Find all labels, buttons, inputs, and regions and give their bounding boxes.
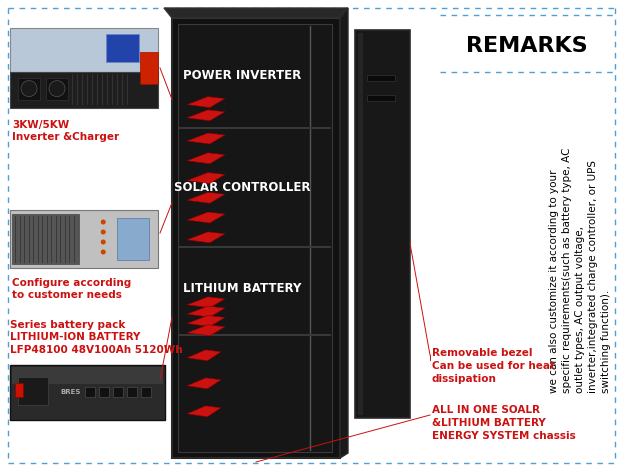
Bar xyxy=(10,365,165,420)
Bar xyxy=(367,75,395,81)
Text: Configure according
to customer needs: Configure according to customer needs xyxy=(12,278,131,300)
Circle shape xyxy=(101,239,106,244)
Text: LITHIUM BATTERY: LITHIUM BATTERY xyxy=(183,282,302,295)
Bar xyxy=(106,34,139,62)
Bar xyxy=(10,210,158,268)
Text: Series battery pack
LITHIUM-ION BATTERY
LFP48100 48V100Ah 5120Wh: Series battery pack LITHIUM-ION BATTERY … xyxy=(10,320,183,355)
Polygon shape xyxy=(187,406,221,417)
Bar xyxy=(140,52,158,84)
Bar xyxy=(18,377,48,405)
Bar xyxy=(15,383,23,397)
Text: 3KW/5KW
Inverter &Charger: 3KW/5KW Inverter &Charger xyxy=(12,120,119,142)
Bar xyxy=(172,18,340,458)
Polygon shape xyxy=(187,306,225,317)
Polygon shape xyxy=(187,350,221,361)
Text: BRES: BRES xyxy=(60,390,80,396)
Polygon shape xyxy=(187,172,225,184)
Bar xyxy=(117,218,149,260)
Text: SOLAR CONTROLLER: SOLAR CONTROLLER xyxy=(174,181,311,194)
Bar xyxy=(12,214,78,264)
Polygon shape xyxy=(187,325,225,336)
Bar xyxy=(10,28,158,72)
Bar xyxy=(141,387,151,397)
Bar xyxy=(367,95,395,101)
Bar xyxy=(178,24,332,452)
Text: we can also customize it according to your
specific requirements(such as battery: we can also customize it according to yo… xyxy=(549,147,611,393)
Polygon shape xyxy=(187,133,225,144)
Text: REMARKS: REMARKS xyxy=(466,36,588,56)
Bar xyxy=(46,78,68,99)
Polygon shape xyxy=(187,232,225,243)
Polygon shape xyxy=(187,297,225,308)
Text: Removable bezel
Can be used for heat
dissipation: Removable bezel Can be used for heat dis… xyxy=(432,348,555,384)
Polygon shape xyxy=(187,212,225,223)
Polygon shape xyxy=(187,97,225,107)
Polygon shape xyxy=(187,153,225,164)
Polygon shape xyxy=(187,192,225,203)
Polygon shape xyxy=(187,378,221,389)
Circle shape xyxy=(101,250,106,254)
Circle shape xyxy=(101,219,106,225)
Bar xyxy=(85,387,95,397)
Bar xyxy=(358,33,363,415)
Bar xyxy=(355,30,410,418)
Bar xyxy=(99,387,109,397)
Bar xyxy=(18,78,40,99)
Polygon shape xyxy=(164,8,348,18)
Circle shape xyxy=(101,229,106,235)
Circle shape xyxy=(21,81,37,97)
Text: ALL IN ONE SOALR
&LITHIUM BATTERY
ENERGY SYSTEM chassis: ALL IN ONE SOALR &LITHIUM BATTERY ENERGY… xyxy=(432,405,576,441)
Bar xyxy=(113,387,123,397)
Polygon shape xyxy=(187,316,225,326)
Bar xyxy=(12,367,163,383)
Text: POWER INVERTER: POWER INVERTER xyxy=(183,69,302,81)
Polygon shape xyxy=(187,110,225,121)
Bar xyxy=(10,72,158,108)
Bar xyxy=(127,387,137,397)
Polygon shape xyxy=(340,8,348,458)
Circle shape xyxy=(49,81,65,97)
